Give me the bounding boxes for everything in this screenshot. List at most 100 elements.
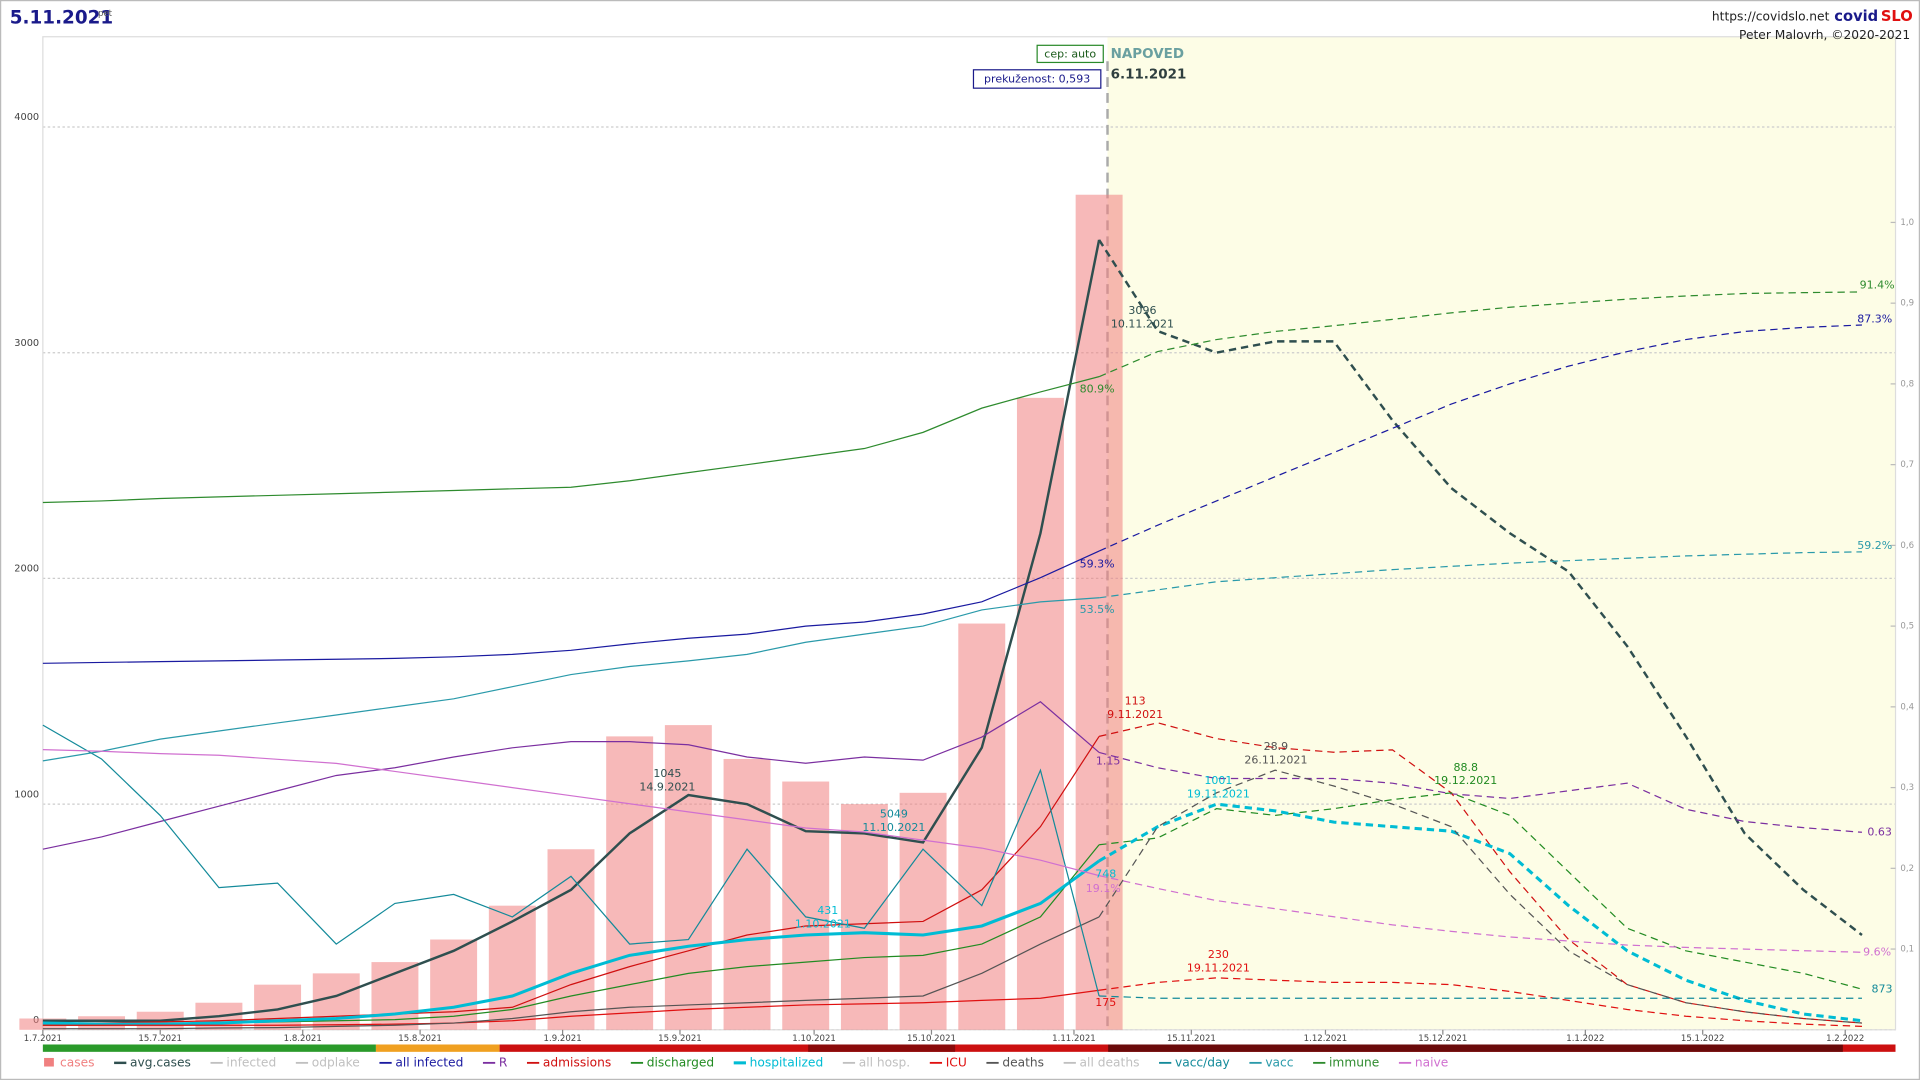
series-line xyxy=(42,916,1100,1030)
annotation: 11.10.2021 xyxy=(862,821,925,834)
annotation: 3096 xyxy=(1128,304,1156,317)
annotation: 1045 xyxy=(653,767,681,780)
legend: cases avg.cases infected odplake all infecte… xyxy=(44,1055,1448,1069)
x-tick-label: 1.8.2021 xyxy=(284,1034,322,1044)
bar xyxy=(664,725,712,1030)
annotation: 0.63 xyxy=(1867,826,1892,839)
date-title: 5.11.2021 xyxy=(10,7,113,28)
legend-label: ICU xyxy=(946,1055,967,1069)
x-tick-label: 1.7.2021 xyxy=(24,1034,62,1044)
y2-tick-label: 0,6 xyxy=(1900,541,1914,551)
x-tick-label: 1.10.2021 xyxy=(792,1034,836,1044)
series-line xyxy=(42,724,1100,997)
brand: SLO xyxy=(1881,8,1913,25)
phase-bar xyxy=(808,1044,956,1052)
phase-bar xyxy=(1108,1044,1843,1052)
legend-label: cases xyxy=(60,1055,95,1069)
x-tick-label: 15.8.2021 xyxy=(398,1034,442,1044)
bar xyxy=(840,804,888,1030)
y2-tick-label: 0,2 xyxy=(1900,864,1914,874)
legend-label: odplake xyxy=(312,1055,360,1069)
legend-label: immune xyxy=(1329,1055,1379,1069)
series-line xyxy=(42,376,1100,504)
y2-tick-label: 0,1 xyxy=(1900,945,1914,955)
legend-label: all infected xyxy=(395,1055,463,1069)
legend-label: R xyxy=(499,1055,508,1069)
series-line xyxy=(42,550,1100,664)
y-tick-label: 1000 xyxy=(14,789,39,800)
annotation: 19.1% xyxy=(1086,882,1121,895)
y2-tick-label: 0,3 xyxy=(1900,783,1914,793)
series-line xyxy=(1098,751,1863,833)
x-tick-label: 1.11.2021 xyxy=(1052,1034,1096,1044)
legend-label: admissions xyxy=(543,1055,611,1069)
site-url: https://covidslo.net xyxy=(1712,10,1830,24)
y-tick-label: 2000 xyxy=(14,564,39,575)
annotation: 59.3% xyxy=(1080,557,1115,570)
y2-tick-label: 0,8 xyxy=(1900,379,1914,389)
annotation: 91.4% xyxy=(1860,278,1895,291)
annotation: 19.12.2021 xyxy=(1434,774,1497,787)
annotation: 748 xyxy=(1095,867,1116,880)
x-tick-label: 1.12.2021 xyxy=(1304,1034,1348,1044)
x-tick-label: 15.11.2021 xyxy=(1167,1034,1216,1044)
y2-tick-label: 0,7 xyxy=(1900,460,1914,470)
x-tick-label: 1.9.2021 xyxy=(544,1034,582,1044)
annotation: 230 xyxy=(1208,948,1229,961)
annotation: 1.15 xyxy=(1096,755,1121,768)
x-tick-label: 1.2.2022 xyxy=(1826,1034,1864,1044)
annotation: 175 xyxy=(1095,996,1116,1009)
annotation: 9.11.2021 xyxy=(1107,708,1163,721)
series-line xyxy=(42,701,1100,850)
annotation: 10.11.2021 xyxy=(1111,317,1174,330)
legend-label: infected xyxy=(226,1055,276,1069)
info-text: prekuženost: 0,593 xyxy=(984,73,1090,86)
series-line xyxy=(1098,722,1863,1024)
forecast-label: NAPOVED xyxy=(1111,47,1184,62)
series-line xyxy=(1099,977,1862,1027)
phase-bar xyxy=(375,1044,500,1052)
legend-label: hospitalized xyxy=(750,1055,824,1069)
legend-label: avg.cases xyxy=(130,1055,191,1069)
x-tick-label: 15.1.2022 xyxy=(1681,1034,1725,1044)
series-line xyxy=(1098,239,1863,936)
annotation: 431 xyxy=(817,904,838,917)
annotation: 28.9 xyxy=(1264,740,1289,753)
y2-tick-label: 0,5 xyxy=(1900,622,1914,632)
series-line xyxy=(1098,875,1862,953)
legend-label: all deaths xyxy=(1080,1055,1140,1069)
y-tick-label: 3000 xyxy=(14,338,39,349)
legend-label: vacc/day xyxy=(1175,1055,1230,1069)
forecast-region xyxy=(1107,36,1896,1030)
weekday: pet xyxy=(98,9,113,19)
annotation: 59.2% xyxy=(1857,539,1892,552)
series-line xyxy=(42,859,1100,1026)
series-line xyxy=(42,736,1100,1024)
legend-label: discharged xyxy=(647,1055,714,1069)
series-line xyxy=(1099,551,1862,599)
legend-label: deaths xyxy=(1002,1055,1044,1069)
x-tick-label: 1.1.2022 xyxy=(1566,1034,1604,1044)
legend-label: naive xyxy=(1415,1055,1448,1069)
annotation: 873 xyxy=(1872,982,1893,995)
legend-label: all hosp. xyxy=(859,1055,910,1069)
info-box xyxy=(1036,44,1104,64)
annotation: 88.8 xyxy=(1453,761,1478,774)
x-tick-label: 15.7.2021 xyxy=(138,1034,182,1044)
series-line xyxy=(1098,802,1863,1023)
series-line xyxy=(42,239,1101,1022)
annotation: 14.9.2021 xyxy=(639,780,695,793)
annotation: 53.5% xyxy=(1080,603,1115,616)
legend-label: vacc xyxy=(1265,1055,1293,1069)
info-text: cep: auto xyxy=(1044,47,1096,60)
y-tick-label: 4000 xyxy=(14,112,39,123)
annotation: 5049 xyxy=(880,807,908,820)
series-line xyxy=(42,597,1100,762)
annotation: 1.10.2021 xyxy=(795,917,851,930)
series-line xyxy=(42,749,1100,877)
y2-tick-label: 0,4 xyxy=(1900,702,1914,712)
forecast-date: 6.11.2021 xyxy=(1111,68,1187,83)
bar xyxy=(254,984,302,1030)
series-line xyxy=(42,989,1100,1026)
